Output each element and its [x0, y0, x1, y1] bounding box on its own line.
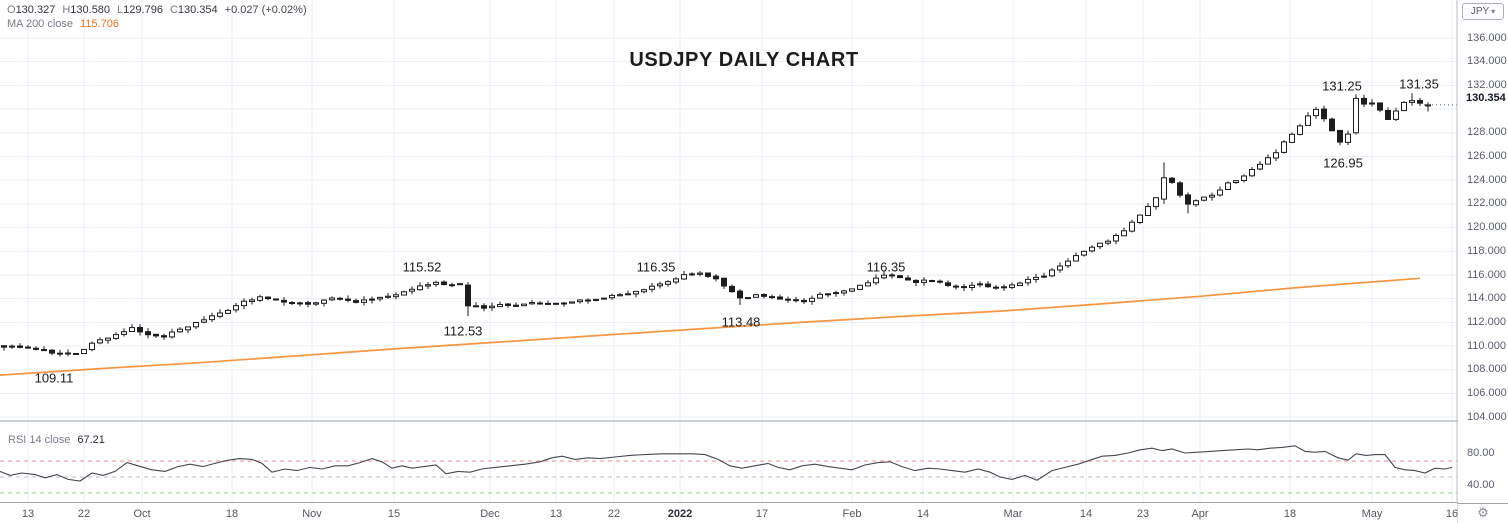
- time-axis-label: Mar: [1003, 508, 1023, 520]
- ma200-line: [0, 277, 1421, 376]
- time-axis-label: 13: [21, 508, 35, 520]
- time-axis-label: 14: [916, 508, 930, 520]
- price-annotation: 126.95: [1323, 155, 1363, 171]
- time-axis-label: 23: [1136, 508, 1150, 520]
- price-axis-label: 110.000: [1467, 339, 1506, 352]
- currency-button[interactable]: JPY ▾: [1462, 3, 1504, 20]
- currency-button-label: JPY: [1470, 6, 1490, 17]
- time-axis-label: 13: [549, 508, 563, 520]
- price-axis-label: 108.000: [1467, 363, 1507, 376]
- price-axis-label: 134.000: [1467, 55, 1507, 68]
- ma-value: 115.706: [80, 18, 119, 30]
- time-axis-label: 15: [387, 508, 401, 520]
- price-axis-label: 116.000: [1467, 268, 1506, 281]
- time-axis-label: Feb: [842, 508, 862, 520]
- price-axis-label: 124.000: [1467, 173, 1507, 186]
- price-annotation: 113.48: [721, 314, 761, 330]
- chart-title: USDJPY DAILY CHART: [629, 49, 859, 71]
- rsi-line: [0, 445, 1453, 482]
- price-annotation: 115.52: [402, 259, 442, 275]
- chevron-down-icon: ▾: [1491, 6, 1496, 16]
- price-annotation: 116.35: [636, 259, 676, 275]
- price-annotation: 109.11: [34, 370, 74, 386]
- open-value: 130.327: [15, 4, 56, 16]
- price-annotation: 131.35: [1399, 76, 1439, 92]
- price-axis-label: 132.000: [1467, 78, 1507, 91]
- time-axis-label: 14: [1079, 508, 1093, 520]
- price-axis-label: 120.000: [1467, 221, 1507, 234]
- low-value: 129.796: [123, 4, 163, 16]
- price-annotation: 112.53: [443, 323, 483, 339]
- last-price-label: 130.354: [1466, 91, 1506, 104]
- change-value: +0.027: [224, 4, 259, 16]
- price-axis-label: 114.000: [1467, 292, 1506, 305]
- price-axis-label: 136.000: [1467, 31, 1507, 44]
- high-label: H: [62, 4, 71, 16]
- ma-legend-row: MA 200 close 115.706: [7, 17, 307, 31]
- price-axis-label: 118.000: [1467, 244, 1506, 257]
- ma-label: MA 200 close: [7, 18, 74, 30]
- time-axis[interactable]: 13 22 Oct 18 Nov 15 Dec 13 22 2022 17 Feb 14 Mar 14 23 A…: [0, 503, 1459, 523]
- time-axis-label: 18: [225, 508, 239, 520]
- axis-settings-corner[interactable]: ⚙: [1458, 503, 1508, 523]
- rsi-axis-label: 80.00: [1467, 446, 1495, 459]
- time-axis-label: 18: [1283, 508, 1297, 520]
- price-axis-label: 112.000: [1467, 315, 1506, 328]
- time-axis-label: Oct: [133, 508, 151, 520]
- change-percent: (+0.02%): [261, 4, 307, 16]
- rsi-label: RSI 14 close: [8, 434, 71, 446]
- time-axis-label: 2022: [667, 508, 693, 520]
- rsi-legend: RSI 14 close 67.21: [8, 434, 105, 446]
- time-axis-label: Dec: [480, 508, 500, 520]
- price-annotation: 116.35: [866, 259, 906, 275]
- close-value: 130.354: [177, 4, 218, 16]
- gear-icon: ⚙: [1477, 505, 1489, 521]
- rsi-value: 67.21: [77, 434, 105, 446]
- price-axis-label: 122.000: [1467, 197, 1507, 210]
- time-axis-label: 17: [755, 508, 769, 520]
- legend: O130.327 H130.580 L129.796 C130.354 +0.027 (…: [7, 3, 307, 31]
- time-axis-label: 16: [1445, 508, 1459, 520]
- candles-layer: [1, 93, 1431, 357]
- high-value: 130.580: [70, 4, 111, 16]
- time-axis-label: 22: [607, 508, 621, 520]
- price-axis[interactable]: JPY ▾ 136.000 134.000 132.000 128.000 126.00…: [1458, 0, 1508, 503]
- time-axis-label: 22: [77, 508, 91, 520]
- close-label: C: [169, 4, 178, 16]
- low-label: L: [117, 4, 124, 16]
- open-label: O: [7, 4, 16, 16]
- time-axis-label: Nov: [302, 508, 322, 520]
- rsi-axis-label: 40.00: [1467, 478, 1495, 491]
- price-axis-label: 128.000: [1467, 126, 1507, 139]
- time-axis-label: May: [1361, 508, 1383, 520]
- price-axis-label: 126.000: [1467, 150, 1507, 162]
- price-annotation: 131.25: [1322, 78, 1362, 94]
- price-axis-label: 104.000: [1467, 410, 1507, 423]
- price-axis-label: 106.000: [1467, 387, 1507, 399]
- time-axis-label: Apr: [1191, 508, 1209, 520]
- ohlc-legend-row: O130.327 H130.580 L129.796 C130.354 +0.027 (…: [7, 3, 307, 17]
